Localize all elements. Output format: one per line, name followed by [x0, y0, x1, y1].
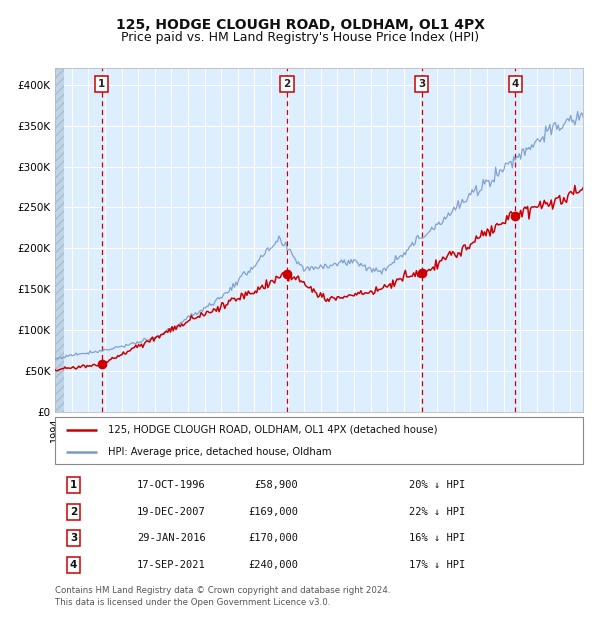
FancyBboxPatch shape	[55, 417, 583, 464]
Text: 19-DEC-2007: 19-DEC-2007	[137, 507, 206, 516]
Text: 17-OCT-1996: 17-OCT-1996	[137, 480, 206, 490]
Bar	[55, 68, 64, 412]
Text: 17-SEP-2021: 17-SEP-2021	[137, 560, 206, 570]
Text: 4: 4	[70, 560, 77, 570]
Text: HPI: Average price, detached house, Oldham: HPI: Average price, detached house, Oldh…	[108, 446, 331, 456]
Text: 125, HODGE CLOUGH ROAD, OLDHAM, OL1 4PX (detached house): 125, HODGE CLOUGH ROAD, OLDHAM, OL1 4PX …	[108, 425, 437, 435]
Text: 29-JAN-2016: 29-JAN-2016	[137, 533, 206, 543]
Text: 125, HODGE CLOUGH ROAD, OLDHAM, OL1 4PX: 125, HODGE CLOUGH ROAD, OLDHAM, OL1 4PX	[115, 18, 485, 32]
Text: £58,900: £58,900	[254, 480, 298, 490]
Text: 17% ↓ HPI: 17% ↓ HPI	[409, 560, 465, 570]
Text: £240,000: £240,000	[248, 560, 298, 570]
Text: 22% ↓ HPI: 22% ↓ HPI	[409, 507, 465, 516]
Text: 4: 4	[512, 79, 519, 89]
Text: £170,000: £170,000	[248, 533, 298, 543]
Text: 3: 3	[70, 533, 77, 543]
Text: Contains HM Land Registry data © Crown copyright and database right 2024.
This d: Contains HM Land Registry data © Crown c…	[55, 586, 391, 607]
Text: 1: 1	[98, 79, 105, 89]
Text: 16% ↓ HPI: 16% ↓ HPI	[409, 533, 465, 543]
Text: 2: 2	[70, 507, 77, 516]
Text: 3: 3	[418, 79, 425, 89]
Text: Price paid vs. HM Land Registry's House Price Index (HPI): Price paid vs. HM Land Registry's House …	[121, 31, 479, 43]
Text: 20% ↓ HPI: 20% ↓ HPI	[409, 480, 465, 490]
Text: £169,000: £169,000	[248, 507, 298, 516]
Text: 2: 2	[283, 79, 290, 89]
Text: 1: 1	[70, 480, 77, 490]
